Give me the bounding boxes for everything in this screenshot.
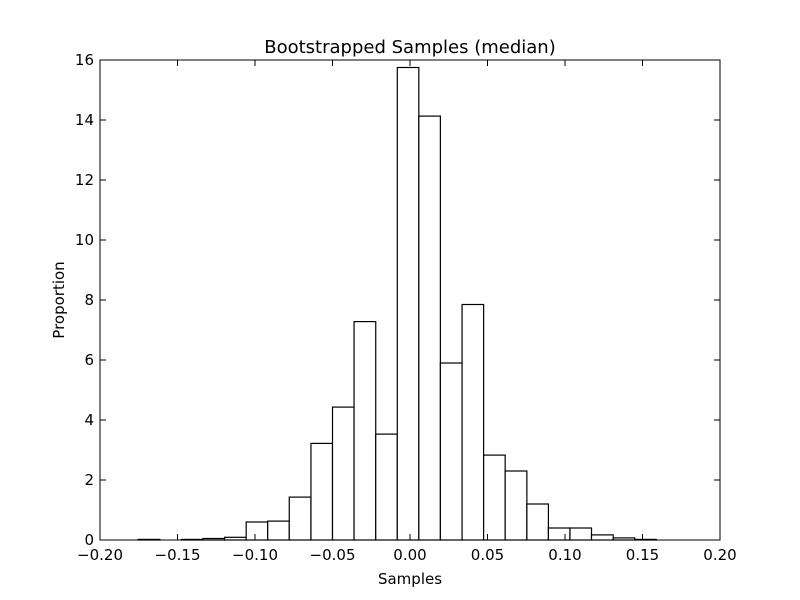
histogram-bar (461, 303, 485, 541)
x-axis-label: Samples (378, 570, 442, 588)
histogram-bar (569, 527, 593, 541)
histogram-bar (375, 433, 398, 541)
histogram-bars (137, 66, 657, 541)
x-tick-label: 0.20 (703, 546, 736, 564)
histogram-bar (418, 115, 441, 541)
y-tick-label: 2 (84, 471, 94, 489)
y-tick-label: 16 (75, 51, 94, 69)
histogram-bar (353, 321, 377, 541)
x-tick-label: 0.00 (393, 546, 426, 564)
x-tick-label: 0.15 (626, 546, 659, 564)
chart-title: Bootstrapped Samples (median) (264, 37, 555, 58)
histogram-bar (267, 520, 290, 541)
histogram-bar (331, 406, 355, 541)
histogram-bar (439, 362, 463, 541)
histogram-bar (288, 496, 312, 541)
x-tick-label: −0.20 (77, 546, 123, 564)
histogram-bar (310, 442, 334, 541)
plot-frame (99, 59, 721, 541)
histogram-bar (396, 66, 420, 541)
y-tick-label: 10 (75, 231, 94, 249)
x-tick-label: −0.05 (310, 546, 356, 564)
histogram-bar (590, 534, 614, 541)
histogram-bar (526, 503, 550, 541)
x-tick-label: −0.15 (155, 546, 201, 564)
y-tick-label: 12 (75, 171, 94, 189)
x-tick-label: 0.10 (548, 546, 581, 564)
y-tick-label: 0 (84, 531, 94, 549)
axis-ticks: −0.20 −0.15 −0.10 −0.05 0.00 0.05 0.10 0.15 0.20… (75, 51, 737, 564)
histogram-bar (245, 521, 269, 541)
histogram-bar (547, 527, 571, 541)
x-tick-label: 0.05 (471, 546, 504, 564)
y-tick-label: 14 (75, 111, 94, 129)
y-axis-label: Proportion (50, 261, 68, 338)
y-tick-label: 4 (84, 411, 94, 429)
histogram-bar (483, 454, 506, 541)
y-tick-label: 6 (84, 351, 94, 369)
histogram-bar (504, 470, 528, 541)
y-tick-label: 8 (84, 291, 94, 309)
x-tick-label: −0.10 (232, 546, 278, 564)
